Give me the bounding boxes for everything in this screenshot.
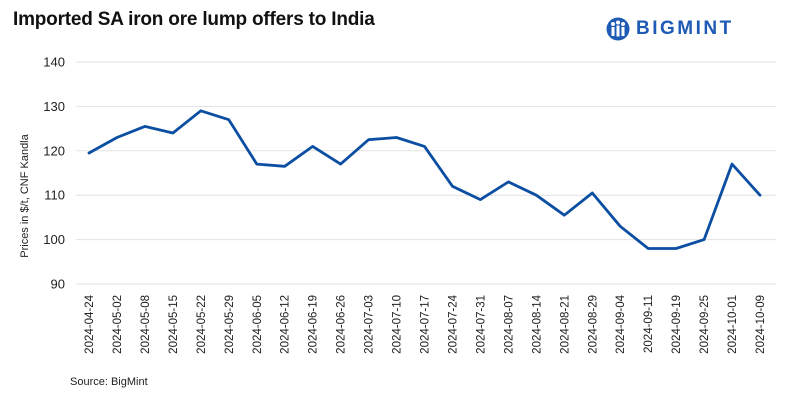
x-tick-label: 2024-06-26 <box>336 295 348 354</box>
x-tick-label: 2024-09-11 <box>643 295 655 353</box>
x-tick-label: 2024-09-25 <box>699 295 711 354</box>
x-tick-label: 2024-06-12 <box>280 295 292 354</box>
x-tick-label: 2024-07-24 <box>447 294 459 353</box>
x-tick-label: 2024-05-08 <box>140 295 152 354</box>
bigmint-logo-icon <box>606 17 630 41</box>
y-tick-label: 130 <box>43 99 65 114</box>
x-tick-label: 2024-05-15 <box>168 295 180 354</box>
y-axis-ticks: 90 100 110 120 130 140 <box>43 55 65 292</box>
y-tick-label: 110 <box>44 188 65 203</box>
x-tick-label: 2024-06-05 <box>252 295 264 354</box>
y-axis-label: Prices in $/t, CNF Kandla <box>19 133 31 257</box>
x-tick-label: 2024-05-02 <box>112 295 124 354</box>
x-tick-label: 2024-06-19 <box>308 295 320 354</box>
x-tick-label: 2024-04-24 <box>84 294 96 353</box>
x-tick-label: 2024-08-07 <box>503 295 515 354</box>
x-tick-label: 2024-05-22 <box>196 295 208 354</box>
y-tick-label: 100 <box>43 232 65 247</box>
source-note: Source: BigMint <box>70 376 148 388</box>
brand-logo: BIGMINT <box>606 16 734 42</box>
y-tick-label: 140 <box>43 55 65 70</box>
y-tick-label: 90 <box>51 277 65 292</box>
x-tick-label: 2024-07-10 <box>392 295 404 354</box>
x-tick-label: 2024-05-29 <box>224 295 236 354</box>
series-line <box>87 109 762 250</box>
x-tick-label: 2024-07-17 <box>420 295 432 354</box>
brand-name: BIGMINT <box>636 18 734 39</box>
x-tick-label: 2024-09-04 <box>615 294 627 353</box>
x-tick-label: 2024-08-21 <box>559 295 571 354</box>
x-tick-label: 2024-09-19 <box>671 295 683 354</box>
y-tick-label: 120 <box>43 143 65 158</box>
chart-title: Imported SA iron ore lump offers to Indi… <box>13 9 375 30</box>
x-tick-label: 2024-10-01 <box>727 295 739 354</box>
x-axis-ticks: 2024-04-24 2024-05-02 2024-05-08 2024-05-15… <box>84 294 767 353</box>
x-tick-label: 2024-10-09 <box>755 295 767 354</box>
x-tick-label: 2024-07-31 <box>475 295 487 354</box>
x-tick-label: 2024-07-03 <box>364 295 376 354</box>
grid-lines <box>76 61 776 285</box>
x-tick-label: 2024-08-29 <box>587 295 599 354</box>
x-tick-label: 2024-08-14 <box>531 294 543 353</box>
